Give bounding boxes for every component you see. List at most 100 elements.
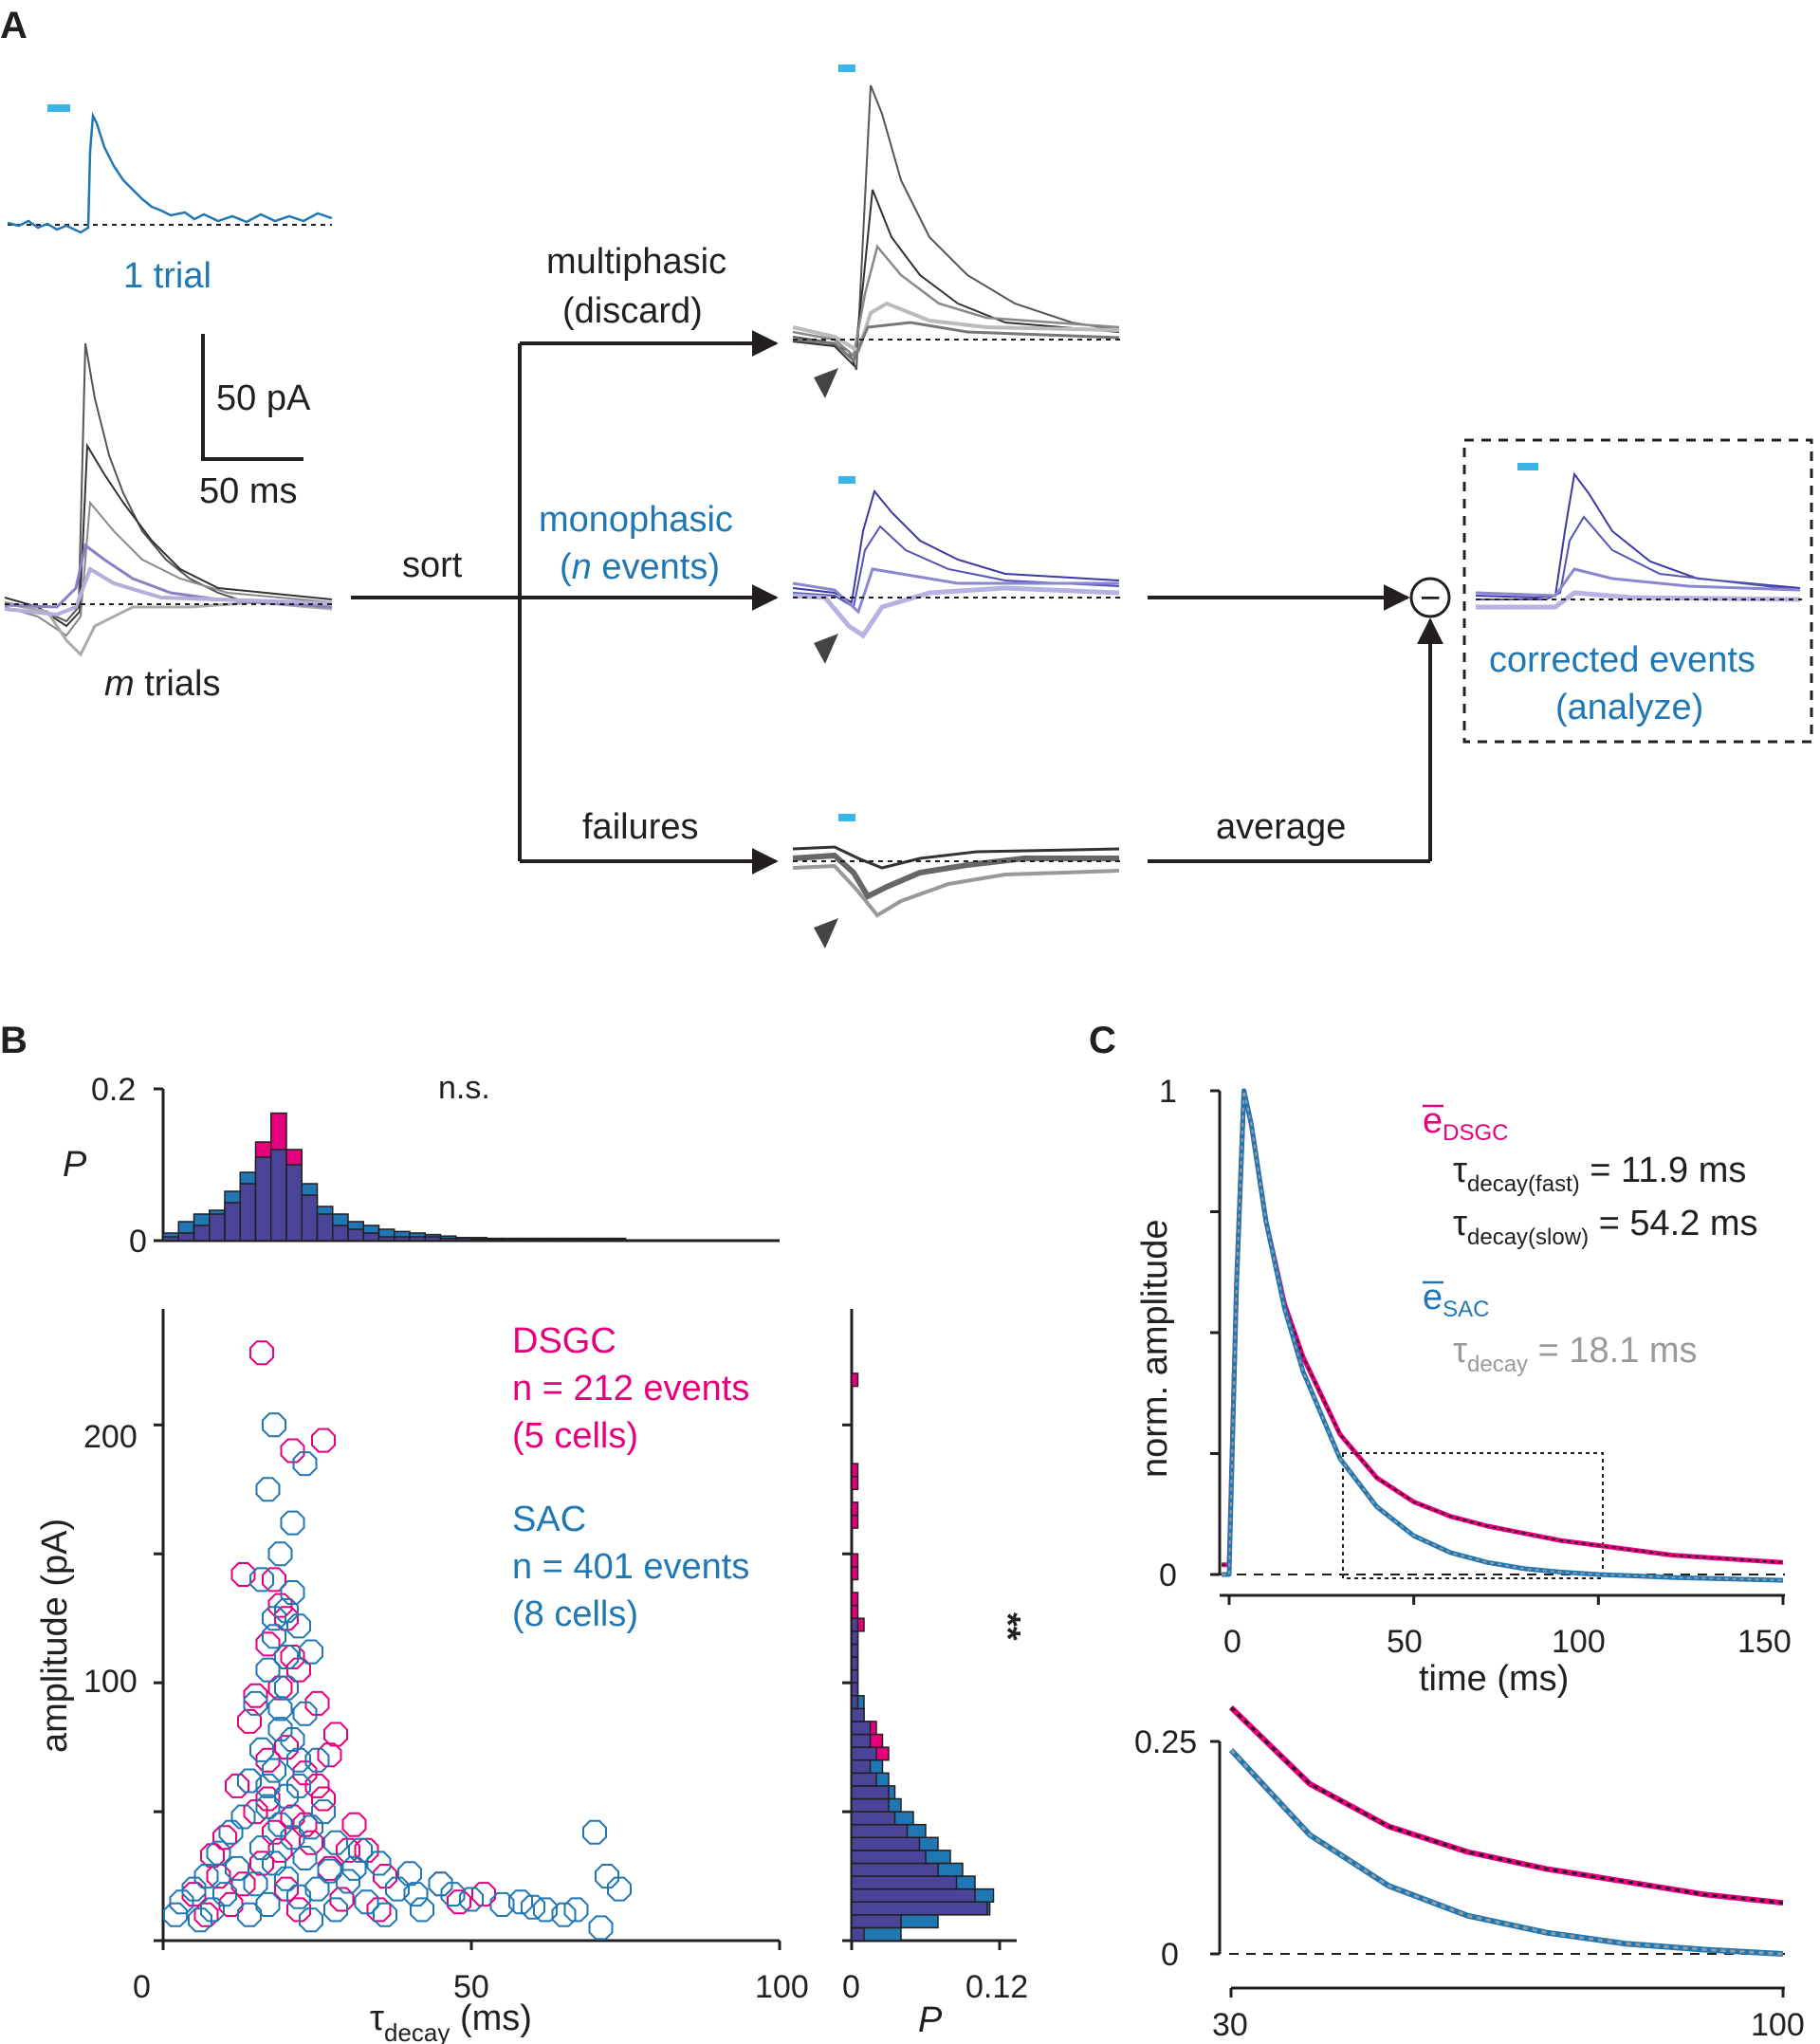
trace [1476, 515, 1801, 600]
monophasic-label-2: (n events) [560, 547, 720, 587]
trace [792, 488, 1120, 604]
scatter-point-sac [267, 1541, 293, 1567]
right-hist-bar-overlap [851, 1656, 859, 1671]
trace [1475, 471, 1801, 599]
paren-open: ( [560, 547, 572, 587]
right-hist-bar-overlap [851, 1836, 921, 1851]
scatter-point-sac [588, 1915, 614, 1941]
dsgc-sub: DSGC [1443, 1120, 1508, 1146]
trace [4, 566, 333, 617]
tau-sac-value: = 18.1 ms [1528, 1331, 1697, 1371]
tau: τ [1453, 1204, 1467, 1243]
c-ytick-0: 0 [1159, 1557, 1177, 1593]
scatter-point-sac [249, 1737, 274, 1762]
top-hist-bar-overlap [193, 1225, 211, 1242]
scatter-point-sac [280, 1580, 305, 1605]
scatter-point-sac [249, 1567, 274, 1593]
scatter-ylabel: amplitude (pA) [35, 1519, 75, 1753]
top-hist-bar-overlap [239, 1183, 257, 1242]
trace [792, 301, 1120, 355]
scatter-ytick-100: 100 [83, 1664, 138, 1700]
right-hist-bar-overlap [851, 1643, 859, 1658]
scatter-point-sac [299, 1814, 323, 1840]
top-hist-bar-overlap [409, 1236, 426, 1242]
right-hist-bar-overlap [851, 1901, 988, 1916]
c-ylabel: norm. amplitude [1135, 1220, 1175, 1478]
scatter-point-dsgc [262, 1819, 286, 1845]
ms-unit: (ms) [450, 1998, 532, 2038]
inset-xtick-30: 30 [1212, 2007, 1248, 2043]
scatter-point-sac [255, 1773, 281, 1798]
right-hist-bar-dsgc [851, 1604, 859, 1619]
scatter-point-sac [323, 1830, 348, 1855]
right-hist-bar-overlap [851, 1695, 859, 1710]
c-tau-sac: τdecay = 18.1 ms [1453, 1331, 1698, 1377]
right-hist-bar-overlap [851, 1721, 872, 1736]
scatter-point-sac [336, 1869, 360, 1894]
c-fit-sac [1222, 1090, 1784, 1582]
scatter-point-sac [262, 1624, 286, 1649]
right-hist-bar-overlap [851, 1785, 890, 1800]
scatter-point-sac [311, 1799, 336, 1825]
trace [4, 600, 333, 657]
c-xtick-0: 0 [1223, 1624, 1241, 1660]
scatter-point-sac [286, 1613, 311, 1639]
tau-sac-sub: decay [1467, 1352, 1528, 1377]
arrowhead [814, 634, 838, 664]
panel-a-label: A [0, 5, 28, 46]
right-hist-bar-dsgc [851, 1372, 859, 1388]
scatter-point-sac [607, 1876, 632, 1902]
subtract-flow [1148, 577, 1451, 863]
scatter-point-sac [243, 1871, 268, 1897]
scatter-point-dsgc [267, 1675, 293, 1701]
top-hist-bar-overlap [439, 1237, 457, 1242]
right-hist-bar-overlap [851, 1887, 976, 1903]
scatter-point-dsgc [323, 1722, 348, 1747]
scatter-point-dsgc [230, 1562, 256, 1587]
right-hist-bar-overlap [851, 1811, 896, 1826]
right-hist-bar-overlap [851, 1682, 859, 1697]
c-xtick-50: 50 [1387, 1624, 1423, 1660]
scatter-point-dsgc [311, 1786, 336, 1812]
e: e [1423, 1101, 1443, 1141]
tau-fast-sub: decay(fast) [1467, 1171, 1580, 1197]
single-trial-label: 1 trial [123, 256, 211, 296]
trace [1476, 590, 1801, 610]
scatter-point-sac [286, 1773, 311, 1798]
average-label: average [1216, 807, 1346, 847]
corrected-label-1: corrected events [1489, 640, 1756, 680]
scatter-point-sac [262, 1758, 286, 1783]
tau: τ [1453, 1331, 1467, 1371]
legend-dsgc-n: n = 212 events [512, 1369, 749, 1409]
scatter-point-dsgc [304, 1690, 330, 1716]
top-hist-bar-overlap [254, 1156, 272, 1242]
right-hist-bar-dsgc [851, 1592, 859, 1607]
c-ytick-1: 1 [1159, 1074, 1177, 1110]
trace [792, 567, 1119, 615]
scatter-point-dsgc [206, 1864, 231, 1889]
top-hist-bar-overlap [285, 1164, 303, 1242]
scatter-point-sac [225, 1855, 249, 1881]
scatter-point-sac [262, 1412, 286, 1438]
scatter-point-sac [459, 1887, 484, 1912]
right-hist-bar-overlap [851, 1850, 927, 1865]
trace [792, 189, 1120, 368]
right-hist-bar-dsgc [851, 1463, 859, 1478]
legend-dsgc-name: DSGC [512, 1321, 616, 1361]
scatter-point-sac [286, 1747, 311, 1773]
right-hist-bar-dsgc [851, 1566, 859, 1581]
right-hist-bar-dsgc [851, 1475, 859, 1491]
scatter-point-sac [508, 1889, 533, 1915]
right-hist-bar-overlap [851, 1914, 902, 1929]
scatter-point-sac [262, 1606, 286, 1631]
scatter-plot [154, 1309, 781, 1950]
n-italic: n [572, 547, 592, 587]
arrowhead [814, 368, 838, 398]
sac-sub: SAC [1443, 1297, 1489, 1322]
scatter-point-sac [582, 1819, 607, 1845]
top-hist-ytick-0.2: 0.2 [91, 1072, 136, 1108]
scatter-point-dsgc [341, 1812, 367, 1837]
scatter-point-sac [274, 1645, 299, 1669]
sort-label: sort [402, 545, 463, 585]
